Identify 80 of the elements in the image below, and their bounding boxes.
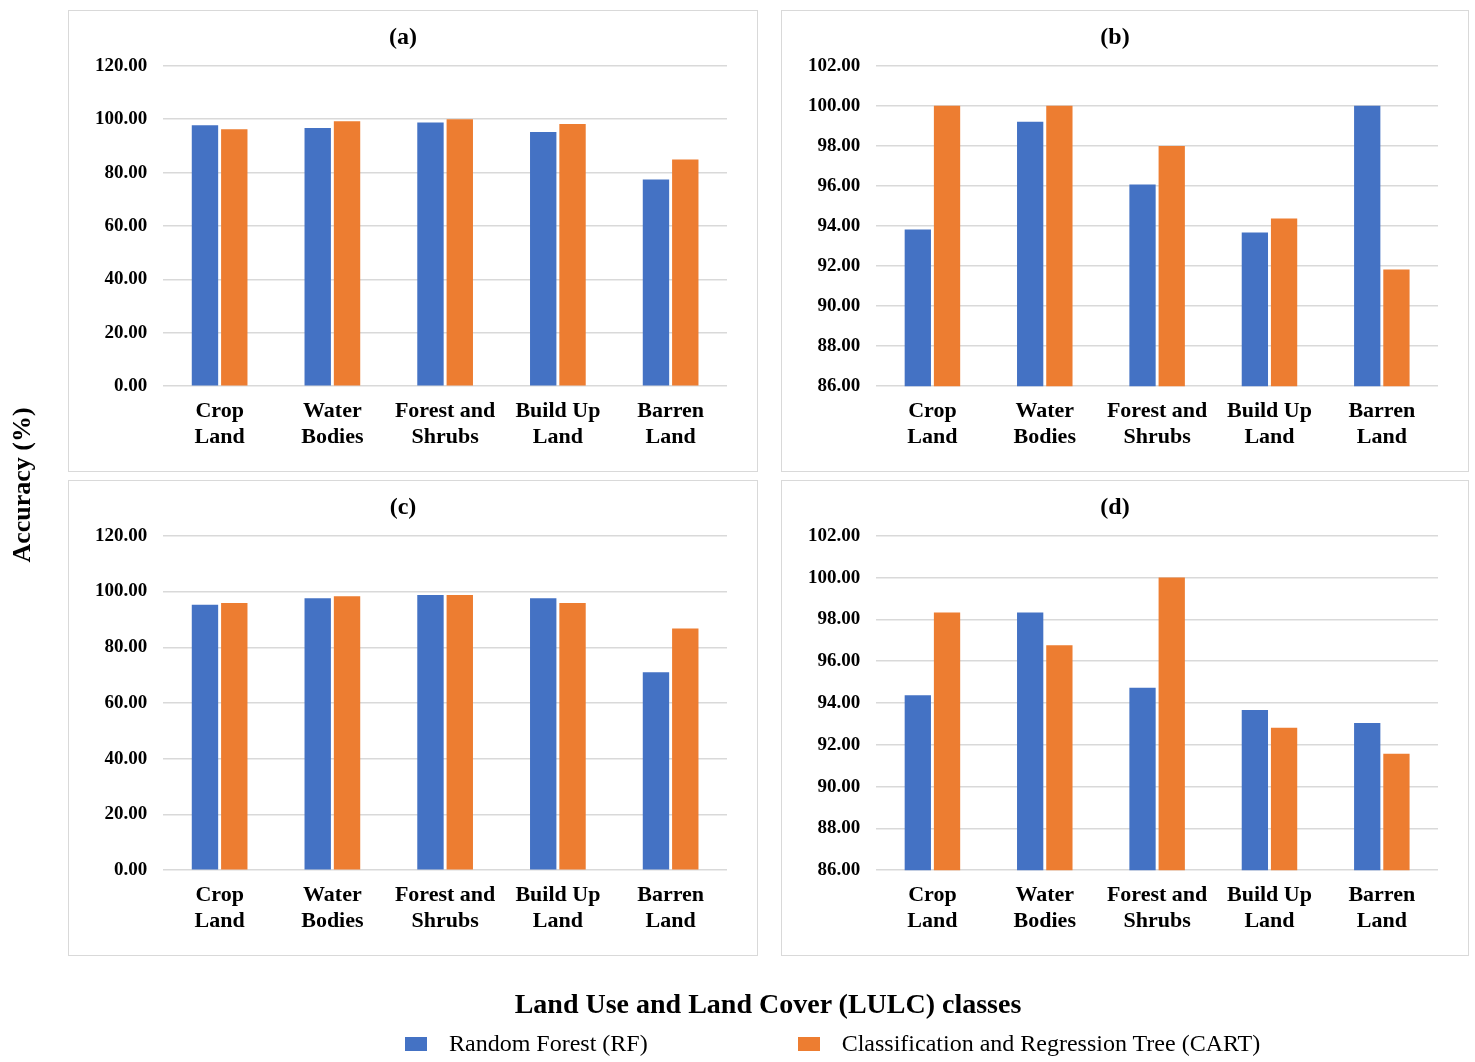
chart-title: (a) xyxy=(389,22,417,49)
x-tick-label: Crop Land xyxy=(194,397,245,449)
bar xyxy=(304,598,331,870)
bar xyxy=(642,672,670,870)
x-tick-label: Water Bodies xyxy=(301,881,364,933)
bar xyxy=(559,124,586,386)
y-tick-label: 102.00 xyxy=(808,53,861,75)
x-tick-label: Forest and Shrubs xyxy=(394,881,496,933)
y-tick-label: 88.00 xyxy=(817,334,861,356)
bar xyxy=(304,128,331,386)
y-tick-label: 90.00 xyxy=(817,294,861,316)
y-tick-label: 88.00 xyxy=(817,816,861,838)
x-tick-label: Crop Land xyxy=(907,397,958,449)
y-tick-label: 0.00 xyxy=(114,858,148,880)
y-tick-label: 94.00 xyxy=(817,213,861,235)
x-tick-label: Water Bodies xyxy=(1013,397,1077,449)
y-tick-label: 86.00 xyxy=(817,374,861,396)
y-tick-label: 98.00 xyxy=(817,607,861,629)
x-tick-label: Crop Land xyxy=(194,881,245,933)
bar xyxy=(559,602,586,870)
bar xyxy=(530,598,557,870)
bar xyxy=(417,122,444,386)
y-tick-label: 92.00 xyxy=(817,253,861,275)
legend-label: Classification and Regression Tree (CART) xyxy=(841,1030,1261,1057)
x-axis-title: Land Use and Land Cover (LULC) classes xyxy=(513,988,1023,1020)
legend-label: Random Forest (RF) xyxy=(449,1030,648,1057)
y-tick-label: 80.00 xyxy=(104,160,148,182)
bar xyxy=(672,159,699,386)
y-tick-label: 100.00 xyxy=(95,107,148,129)
y-tick-label: 96.00 xyxy=(817,649,861,671)
x-tick-label: Build Up Land xyxy=(515,397,601,449)
bar xyxy=(417,594,444,870)
x-tick-label: Build Up Land xyxy=(1226,397,1312,449)
x-tick-label: Barren Land xyxy=(637,881,705,933)
chart-title: (d) xyxy=(1100,492,1130,519)
bar xyxy=(333,121,361,386)
y-tick-label: 80.00 xyxy=(104,635,148,657)
bar xyxy=(221,602,248,870)
bar xyxy=(446,119,473,386)
x-tick-label: Build Up Land xyxy=(515,881,601,933)
y-tick-label: 100.00 xyxy=(808,565,861,587)
y-tick-label: 0.00 xyxy=(114,374,148,396)
y-tick-label: 20.00 xyxy=(104,802,148,824)
y-axis-title: Accuracy (%) xyxy=(7,407,37,563)
y-tick-label: 120.00 xyxy=(95,53,148,75)
bar xyxy=(446,594,473,870)
y-tick-label: 100.00 xyxy=(95,579,148,601)
y-tick-label: 92.00 xyxy=(817,732,861,754)
y-tick-label: 40.00 xyxy=(104,267,148,289)
y-tick-label: 98.00 xyxy=(817,133,861,155)
y-tick-label: 100.00 xyxy=(808,93,861,115)
bar xyxy=(333,596,361,870)
bar xyxy=(642,179,670,386)
y-tick-label: 94.00 xyxy=(817,690,861,712)
y-tick-label: 20.00 xyxy=(104,320,148,342)
chart-title: (b) xyxy=(1100,22,1130,49)
x-tick-label: Forest and Shrubs xyxy=(394,397,496,449)
y-tick-label: 120.00 xyxy=(95,523,148,545)
x-tick-label: Water Bodies xyxy=(1013,881,1077,933)
y-tick-label: 102.00 xyxy=(808,523,861,545)
bar xyxy=(221,129,248,386)
bar xyxy=(672,628,699,870)
y-tick-label: 90.00 xyxy=(817,774,861,796)
y-tick-label: 60.00 xyxy=(104,690,148,712)
y-tick-label: 86.00 xyxy=(817,858,861,880)
bar xyxy=(191,604,219,870)
bar xyxy=(530,132,557,386)
x-tick-label: Water Bodies xyxy=(301,397,364,449)
y-tick-label: 40.00 xyxy=(104,746,148,768)
bar xyxy=(191,125,219,386)
y-tick-label: 60.00 xyxy=(104,213,148,235)
y-tick-label: 96.00 xyxy=(817,173,861,195)
x-tick-label: Forest and Shrubs xyxy=(1106,397,1208,449)
x-tick-label: Forest and Shrubs xyxy=(1106,881,1208,933)
x-tick-label: Barren Land xyxy=(637,397,705,449)
x-tick-label: Barren Land xyxy=(1348,397,1416,449)
x-tick-label: Build Up Land xyxy=(1226,881,1312,933)
x-tick-label: Crop Land xyxy=(907,881,958,933)
chart-title: (c) xyxy=(389,492,417,519)
x-tick-label: Barren Land xyxy=(1348,881,1416,933)
